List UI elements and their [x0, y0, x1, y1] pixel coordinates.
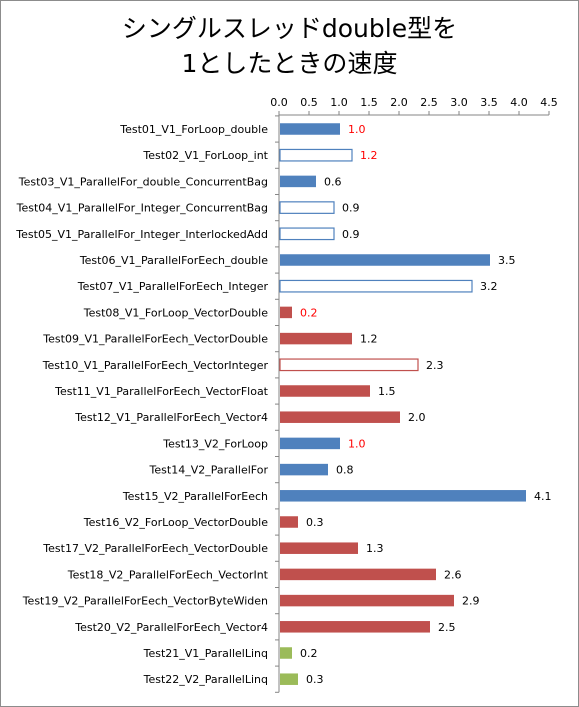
category-label: Test12_V1_ParallelForEech_Vector4 — [74, 411, 268, 424]
category-label: Test02_V1_ForLoop_int — [142, 149, 268, 162]
data-label: 0.2 — [300, 647, 318, 660]
bar — [279, 358, 419, 372]
bar — [279, 201, 335, 214]
data-label: 1.3 — [366, 542, 384, 555]
data-label: 2.5 — [438, 621, 456, 634]
bar — [280, 490, 526, 502]
data-label: 0.3 — [306, 673, 324, 686]
category-label: Test15_V2_ParallelForEech — [122, 490, 268, 503]
bar — [279, 148, 353, 162]
bar — [280, 123, 340, 135]
bar — [280, 385, 370, 397]
category-label: Test13_V2_ForLoop — [162, 437, 268, 450]
category-label: Test03_V1_ParallelFor_double_ConcurrentB… — [18, 175, 268, 188]
bar — [280, 463, 328, 476]
bar — [280, 437, 340, 450]
bar — [280, 516, 298, 528]
data-label: 1.0 — [348, 437, 366, 450]
bar — [280, 594, 454, 607]
x-tick-label: 2.5 — [420, 96, 438, 109]
data-label: 3.5 — [498, 254, 516, 267]
bar — [280, 568, 436, 581]
x-tick-label: 3.0 — [450, 96, 468, 109]
bar — [280, 175, 316, 188]
data-label: 0.2 — [300, 306, 318, 319]
x-tick-label: 2.0 — [390, 96, 408, 109]
chart-title-line-2: 1としたときの速度 — [181, 49, 398, 78]
bar — [280, 673, 298, 685]
data-label: 4.1 — [534, 490, 552, 503]
bar — [280, 306, 292, 319]
chart-title: シングルスレッドdouble型を 1としたときの速度 — [1, 11, 578, 81]
x-tick-label: 1.0 — [330, 96, 348, 109]
category-label: Test17_V2_ParallelForEech_VectorDouble — [42, 542, 268, 555]
data-label: 1.2 — [360, 149, 378, 162]
bar — [280, 332, 352, 345]
category-label: Test09_V1_ParallelForEech_VectorDouble — [42, 333, 268, 346]
data-label: 0.8 — [336, 464, 354, 477]
bar — [280, 254, 490, 266]
category-label: Test21_V1_ParallelLinq — [143, 647, 268, 660]
category-label: Test19_V2_ParallelForEech_VectorByteWide… — [22, 595, 268, 608]
category-label: Test22_V2_ParallelLinq — [143, 673, 268, 686]
category-label: Test10_V1_ParallelForEech_VectorInteger — [42, 359, 269, 372]
data-label: 1.5 — [378, 385, 396, 398]
category-label: Test20_V2_ParallelForEech_Vector4 — [74, 621, 268, 634]
category-label: Test06_V1_ParallelForEech_double — [79, 254, 268, 267]
data-label: 0.6 — [324, 175, 342, 188]
chart-title-line-1: シングルスレッドdouble型を — [121, 14, 458, 43]
category-label: Test04_V1_ParallelFor_Integer_Concurrent… — [16, 202, 268, 215]
data-label: 2.0 — [408, 411, 426, 424]
x-tick-label: 0.0 — [270, 96, 288, 109]
bar — [279, 279, 473, 293]
data-label: 1.0 — [348, 123, 366, 136]
category-label: Test05_V1_ParallelFor_Integer_Interlocke… — [15, 228, 268, 241]
category-label: Test08_V1_ForLoop_VectorDouble — [83, 306, 269, 319]
bar — [280, 621, 430, 633]
bar — [280, 411, 400, 423]
data-label: 0.3 — [306, 516, 324, 529]
data-label: 0.9 — [342, 202, 360, 215]
bar — [280, 647, 292, 659]
data-label: 1.2 — [360, 333, 378, 346]
bar — [280, 542, 358, 554]
data-label: 0.9 — [342, 228, 360, 241]
category-label: Test18_V2_ParallelForEech_VectorInt — [67, 568, 269, 581]
x-tick-label: 4.5 — [540, 96, 558, 109]
data-label: 2.6 — [444, 568, 462, 581]
x-tick-label: 0.5 — [300, 96, 318, 109]
bar — [279, 227, 335, 241]
data-label: 2.3 — [426, 359, 444, 372]
data-label: 3.2 — [480, 280, 498, 293]
x-tick-label: 4.0 — [510, 96, 528, 109]
category-label: Test01_V1_ForLoop_double — [119, 123, 268, 136]
category-label: Test16_V2_ForLoop_VectorDouble — [83, 516, 269, 529]
x-tick-label: 3.5 — [480, 96, 498, 109]
category-label: Test11_V1_ParallelForEech_VectorFloat — [54, 385, 269, 398]
category-label: Test14_V2_ParallelFor — [149, 464, 269, 477]
category-label: Test07_V1_ParallelForEech_Integer — [77, 280, 269, 293]
x-tick-label: 1.5 — [360, 96, 378, 109]
data-label: 2.9 — [462, 595, 480, 608]
